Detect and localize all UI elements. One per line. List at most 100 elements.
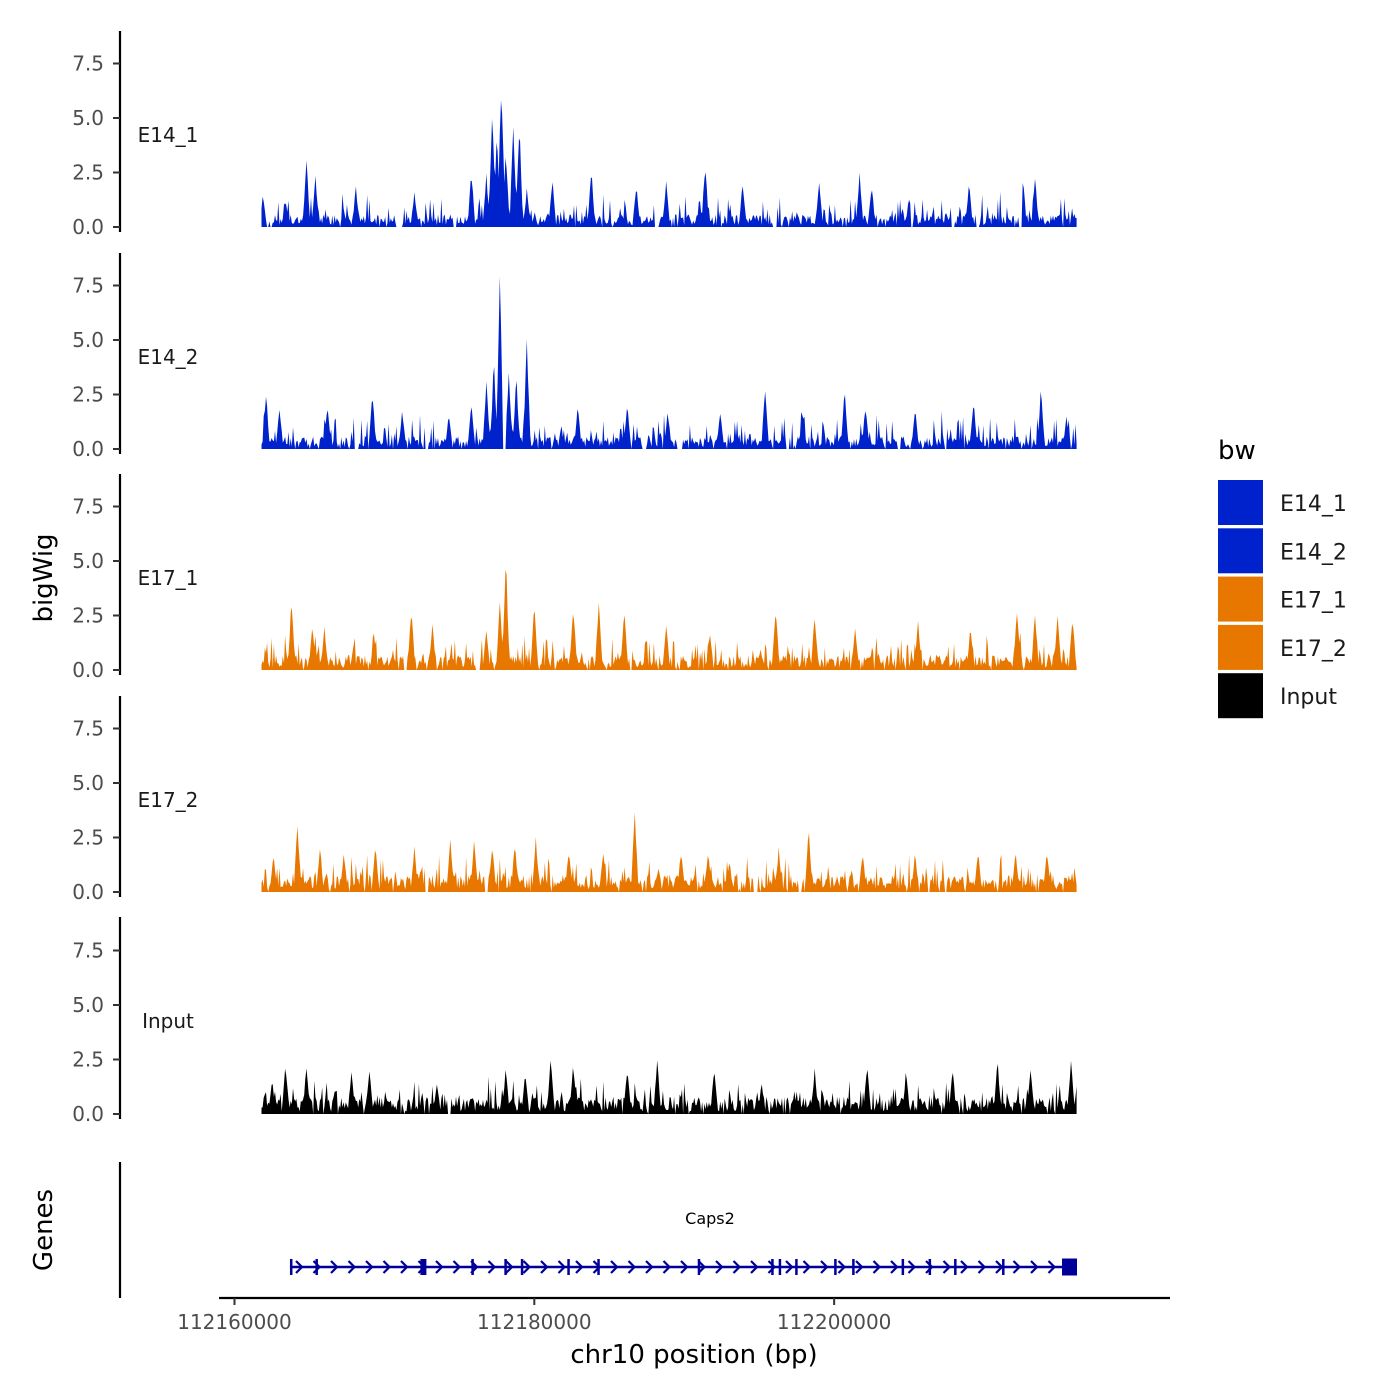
exon <box>1062 1258 1077 1276</box>
exon <box>852 1259 855 1275</box>
exon <box>315 1259 318 1275</box>
y-tick-label: 5.0 <box>72 328 104 352</box>
x-ticks: 112160000 112180000 112200000 <box>177 1298 891 1334</box>
y-tick-label: 2.5 <box>72 161 104 185</box>
exon <box>420 1259 427 1275</box>
strand-arrow-icon <box>1012 1260 1022 1274</box>
legend-item: E17_2 <box>1218 624 1347 670</box>
strand-arrow-icon <box>890 1260 899 1274</box>
y-tick-label: 2.5 <box>72 604 104 628</box>
legend-item: E17_1 <box>1218 576 1347 622</box>
track-e17-1: 0.0 2.5 5.0 7.5 E17_1 <box>72 474 1077 682</box>
legend-label: E14_2 <box>1280 540 1347 565</box>
y-tick-label: 2.5 <box>72 383 104 407</box>
strand-arrow-icon <box>1030 1260 1039 1274</box>
y-tick-label: 7.5 <box>72 939 104 963</box>
strand-arrow-icon <box>505 1260 514 1274</box>
coverage-area-e17-1 <box>261 569 1077 670</box>
legend-item: E14_2 <box>1218 528 1347 574</box>
coverage-area-e14-1 <box>261 100 1077 227</box>
legend-item: E14_1 <box>1218 480 1347 525</box>
strand-arrow-icon <box>715 1260 724 1274</box>
y-tick-label: 0.0 <box>72 658 104 682</box>
track-label: E14_2 <box>138 345 199 369</box>
exon <box>901 1259 905 1275</box>
strand-arrow-icon <box>680 1260 689 1274</box>
strand-arrow-icon <box>907 1260 917 1274</box>
legend-item: Input <box>1218 673 1337 719</box>
strand-arrow-icon <box>575 1260 584 1274</box>
exon <box>771 1259 774 1275</box>
legend-label: E17_1 <box>1280 589 1347 614</box>
exon <box>1002 1259 1005 1275</box>
track-e17-2: 0.0 2.5 5.0 7.5 E17_2 <box>72 696 1077 904</box>
coverage-area-input <box>261 1060 1077 1114</box>
strand-arrow-icon <box>995 1260 1004 1274</box>
exon <box>954 1259 957 1275</box>
exon <box>928 1259 932 1275</box>
strand-arrow-icon <box>697 1260 707 1274</box>
genes-axis-title: Genes <box>29 1189 59 1271</box>
y-tick-label: 0.0 <box>72 215 104 239</box>
strand-arrow-icon <box>872 1260 882 1274</box>
y-tick-label: 5.0 <box>72 993 104 1017</box>
coverage-tracks: 0.0 2.5 5.0 7.5 E14_1 0.0 2.5 5.0 7.5 E14_2 0.0 2.5… <box>72 31 1077 1126</box>
strand-arrow-icon <box>820 1260 829 1274</box>
strand-arrow-icon <box>977 1260 987 1274</box>
strand-arrow-icon <box>802 1260 812 1274</box>
y-tick-label: 5.0 <box>72 549 104 573</box>
y-tick-label: 7.5 <box>72 495 104 519</box>
legend-swatch <box>1218 576 1263 622</box>
exon <box>471 1259 474 1275</box>
exon <box>567 1259 570 1275</box>
y-tick-label: 0.0 <box>72 1102 104 1126</box>
track-label: E14_1 <box>138 123 199 147</box>
track-label: Input <box>142 1009 194 1033</box>
strand-arrow-icon <box>400 1260 409 1274</box>
strand-arrow-icon <box>942 1260 952 1274</box>
y-tick-label: 5.0 <box>72 771 104 795</box>
y-tick-label: 7.5 <box>72 52 104 76</box>
strand-arrow-icon <box>627 1260 637 1274</box>
y-tick-label: 5.0 <box>72 106 104 130</box>
legend: bw E14_1 E14_2 E17_1 E17_2 Input <box>1218 436 1347 719</box>
exon <box>597 1259 600 1275</box>
exon <box>504 1259 507 1275</box>
exon <box>778 1259 782 1275</box>
strand-arrow-icon <box>645 1260 654 1274</box>
legend-label: Input <box>1280 685 1337 710</box>
strand-arrow-icon <box>610 1260 619 1274</box>
exon <box>834 1259 837 1275</box>
coverage-area-e14-2 <box>261 276 1077 449</box>
strand-arrow-icon <box>732 1260 742 1274</box>
x-tick-label: 112200000 <box>777 1310 892 1334</box>
strand-arrow-icon <box>925 1260 934 1274</box>
y-tick-label: 2.5 <box>72 1048 104 1072</box>
strand-arrow-icon <box>960 1260 969 1274</box>
legend-swatch <box>1218 480 1263 525</box>
x-tick-label: 112160000 <box>177 1310 292 1334</box>
legend-swatch <box>1218 528 1263 574</box>
strand-arrow-icon <box>855 1260 864 1274</box>
strand-arrow-icon <box>767 1260 777 1274</box>
strand-arrow-icon <box>837 1260 847 1274</box>
x-axis-title: chr10 position (bp) <box>570 1340 817 1370</box>
track-e14-1: 0.0 2.5 5.0 7.5 E14_1 <box>72 31 1077 239</box>
track-label: E17_2 <box>138 788 199 812</box>
y-axis-title: bigWig <box>29 533 59 622</box>
exon <box>520 1259 524 1275</box>
track-e14-2: 0.0 2.5 5.0 7.5 E14_2 <box>72 253 1077 461</box>
strand-arrow-icon <box>522 1260 532 1274</box>
legend-label: E14_1 <box>1280 492 1347 517</box>
x-tick-label: 112180000 <box>477 1310 592 1334</box>
strand-arrow-icon <box>557 1260 567 1274</box>
y-tick-label: 7.5 <box>72 717 104 741</box>
exon <box>697 1259 701 1275</box>
legend-swatch <box>1218 673 1263 719</box>
track-label: E17_1 <box>138 566 199 590</box>
strand-arrow-icon <box>750 1260 759 1274</box>
strand-arrow-icon <box>785 1260 794 1274</box>
gene-structure <box>289 1258 1077 1276</box>
legend-items: E14_1 E14_2 E17_1 E17_2 Input <box>1218 480 1347 719</box>
